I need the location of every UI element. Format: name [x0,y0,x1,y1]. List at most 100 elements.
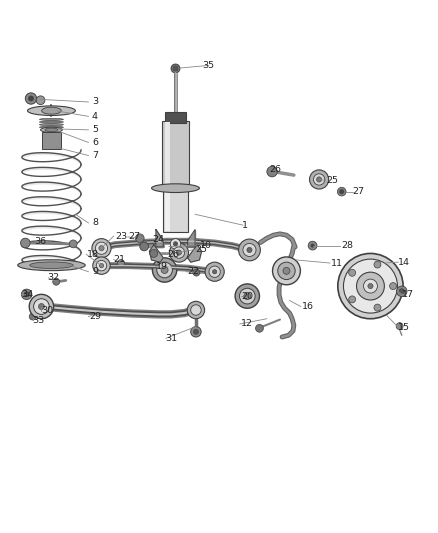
Circle shape [240,288,255,304]
Circle shape [150,249,158,257]
Text: 5: 5 [92,125,98,134]
Text: 31: 31 [165,334,177,343]
Circle shape [349,296,356,303]
Text: 14: 14 [398,257,410,266]
Circle shape [239,239,260,261]
Bar [42,133,61,149]
Text: 25: 25 [196,245,208,254]
Circle shape [374,261,381,268]
Circle shape [187,301,205,319]
Text: 24: 24 [152,235,164,244]
Ellipse shape [28,106,75,116]
Polygon shape [156,230,163,247]
Circle shape [96,261,107,271]
Text: 20: 20 [241,292,253,301]
Circle shape [193,329,198,334]
Text: 26: 26 [167,250,179,259]
Circle shape [36,96,45,104]
Text: 9: 9 [92,267,98,276]
Circle shape [93,257,110,274]
Circle shape [161,266,168,273]
Circle shape [235,284,259,308]
Ellipse shape [39,118,64,120]
Text: 3: 3 [92,98,98,107]
Circle shape [177,250,182,255]
Circle shape [243,244,256,256]
Text: 27: 27 [128,232,140,241]
Circle shape [267,166,277,177]
Circle shape [21,289,32,300]
Ellipse shape [30,262,73,269]
Circle shape [173,241,178,246]
Text: 30: 30 [41,306,53,316]
Circle shape [364,279,378,293]
Text: 11: 11 [331,259,343,268]
Text: 26: 26 [269,165,282,174]
Circle shape [53,278,60,285]
Circle shape [21,238,30,248]
Circle shape [317,177,322,182]
Text: 1: 1 [242,221,248,230]
Ellipse shape [45,128,58,132]
Circle shape [244,293,251,300]
Circle shape [390,282,396,289]
Text: 17: 17 [403,290,414,299]
Circle shape [170,239,181,249]
Circle shape [368,284,373,289]
Circle shape [171,64,180,73]
Text: 10: 10 [200,241,212,250]
Circle shape [69,240,77,248]
Circle shape [399,289,404,294]
Circle shape [99,246,104,251]
Polygon shape [187,245,201,262]
Ellipse shape [39,126,64,128]
Text: 35: 35 [202,61,214,70]
Circle shape [173,66,178,71]
Circle shape [278,262,295,279]
Circle shape [339,189,344,194]
Text: 6: 6 [92,138,98,147]
Circle shape [283,268,290,274]
Text: 19: 19 [156,262,169,271]
Circle shape [170,243,188,262]
Circle shape [337,187,346,196]
Text: 29: 29 [89,312,101,321]
Text: 36: 36 [35,237,46,246]
Circle shape [99,263,104,268]
Circle shape [39,303,45,310]
Circle shape [29,313,36,320]
Circle shape [24,292,29,297]
Circle shape [357,272,385,300]
Text: 33: 33 [32,316,45,325]
Circle shape [374,304,381,311]
Circle shape [152,258,177,282]
Circle shape [191,327,201,337]
Circle shape [311,244,314,247]
Ellipse shape [18,260,85,271]
Text: 22: 22 [187,267,199,276]
Circle shape [191,305,201,315]
Text: 4: 4 [92,112,98,121]
Circle shape [29,294,53,319]
Text: 25: 25 [326,176,338,185]
Circle shape [255,325,263,332]
Circle shape [308,241,317,250]
Circle shape [28,96,34,101]
Ellipse shape [152,184,199,192]
Bar [162,120,188,188]
Text: 28: 28 [341,241,353,250]
Ellipse shape [41,127,62,133]
Bar [165,122,170,187]
Ellipse shape [39,121,64,123]
Circle shape [92,239,111,258]
Circle shape [272,257,300,285]
Circle shape [396,322,403,329]
Circle shape [157,262,173,278]
Polygon shape [149,245,163,262]
Bar [165,112,186,123]
Polygon shape [187,230,195,247]
Bar [166,187,170,231]
Circle shape [173,247,185,258]
Circle shape [25,93,37,104]
Bar [163,186,187,232]
